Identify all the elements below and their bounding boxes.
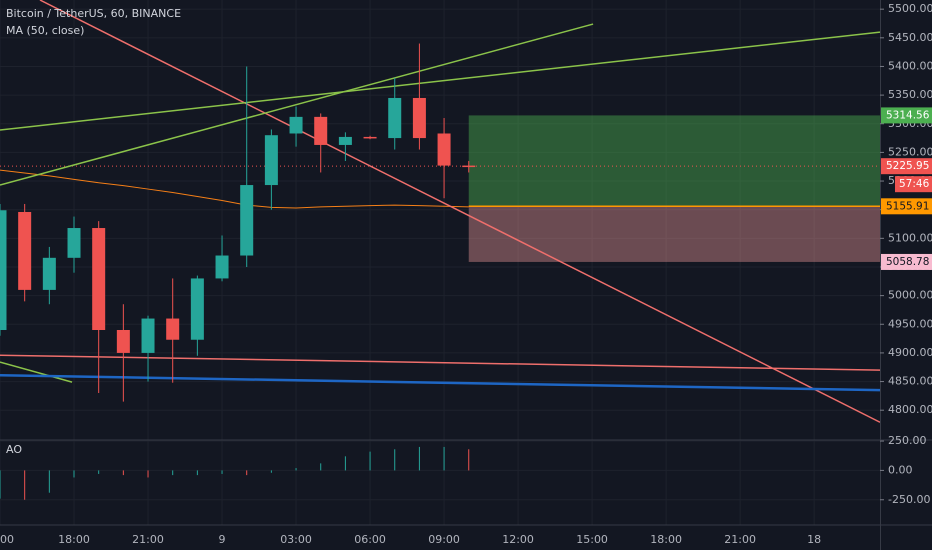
stop-label: 5058.78	[886, 256, 929, 268]
ao-y-tick-label: -250.00	[888, 493, 930, 506]
x-tick-label: 03:00	[280, 533, 312, 546]
y-tick-label: 5400.00	[888, 59, 932, 72]
candle-body	[141, 318, 155, 353]
x-tick-label: 15:00	[576, 533, 608, 546]
candle-body	[0, 210, 7, 330]
trend-line	[39, 0, 881, 423]
candle-body	[264, 135, 278, 186]
ao-y-tick-label: 250.00	[888, 434, 927, 447]
x-tick-label: 18	[807, 533, 821, 546]
candle-body	[363, 136, 377, 139]
trend-line	[0, 354, 881, 371]
target-label: 5314.56	[886, 109, 930, 121]
countdown-bg	[895, 176, 932, 193]
ma-line	[0, 169, 469, 209]
trend-line	[0, 361, 73, 383]
x-tick-label: 06:00	[354, 533, 386, 546]
candle-body	[18, 211, 32, 290]
trend-line	[0, 31, 881, 131]
x-tick-label: 18:00	[58, 533, 90, 546]
x-tick-label: 09:00	[428, 533, 460, 546]
main-pane	[0, 0, 881, 423]
candle-body	[338, 136, 352, 145]
candle-body	[67, 228, 81, 258]
entry-label-bg	[881, 198, 932, 215]
candle-body	[388, 97, 402, 139]
candle-body	[462, 165, 476, 168]
x-tick-label: 12:00	[502, 533, 534, 546]
candle-body	[215, 255, 229, 279]
ma-legend: MA (50, close)	[6, 24, 84, 37]
trend-line	[0, 23, 594, 186]
candle-body	[190, 278, 204, 340]
last-price-label-bg	[881, 158, 932, 175]
candle-body	[412, 97, 426, 139]
y-tick-label: 4900.00	[888, 346, 932, 359]
ao-pane	[0, 446, 470, 500]
x-tick-label: 21:00	[132, 533, 164, 546]
y-tick-label: 4950.00	[888, 317, 932, 330]
ao-y-tick-label: 0.00	[888, 463, 913, 476]
y-tick-label: 5000.00	[888, 289, 932, 302]
candle-body	[314, 116, 328, 145]
x-tick-label: 21:00	[724, 533, 756, 546]
y-tick-label: 4850.00	[888, 375, 932, 388]
candle-body	[92, 228, 106, 330]
loss-zone	[468, 206, 880, 262]
target-label-bg	[881, 107, 932, 124]
trend-line	[0, 374, 881, 392]
candle-body	[42, 257, 56, 290]
candle-body	[289, 116, 303, 134]
x-tick-label: 00	[0, 533, 14, 546]
candle-body	[437, 133, 451, 166]
profit-zone	[468, 115, 880, 207]
candle-body	[116, 330, 130, 353]
candle-body	[166, 318, 180, 340]
y-tick-label: 5450.00	[888, 31, 932, 44]
y-tick-label: 5350.00	[888, 88, 932, 101]
y-tick-label: 5100.00	[888, 231, 932, 244]
y-tick-label: 5250.00	[888, 145, 932, 158]
y-tick-label: 4800.00	[888, 403, 932, 416]
last-price-label: 5225.95	[886, 160, 929, 172]
stop-label-bg	[881, 253, 932, 270]
x-tick-label: 9	[219, 533, 226, 546]
entry-label: 5155.91	[886, 200, 929, 212]
ao-title: AO	[6, 443, 22, 456]
candle-body	[240, 185, 254, 256]
y-tick-label: 5500.00	[888, 2, 932, 15]
chart-title: Bitcoin / TetherUS, 60, BINANCE	[6, 7, 181, 20]
x-tick-label: 18:00	[650, 533, 682, 546]
countdown-label: 57:46	[899, 178, 930, 190]
